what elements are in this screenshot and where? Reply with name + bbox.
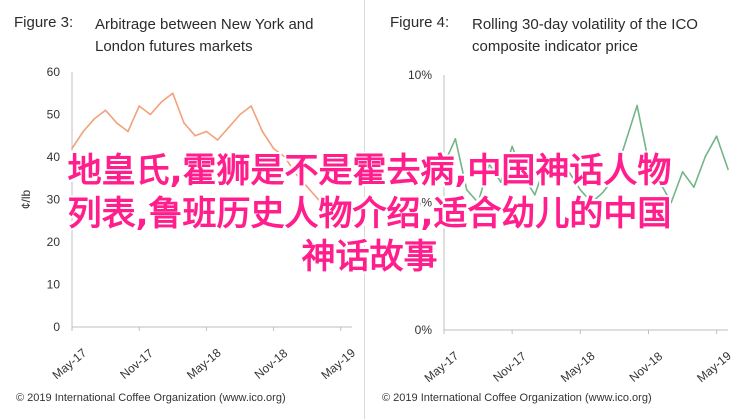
data-point — [205, 130, 208, 133]
data-point — [556, 181, 559, 183]
x-tick-label: Nov-17 — [490, 349, 529, 385]
x-tick-label: May-17 — [422, 349, 462, 386]
y-tick-label: 50 — [47, 108, 61, 122]
data-point — [727, 168, 729, 171]
data-point — [116, 122, 118, 124]
y-tick-label: 60 — [47, 65, 61, 79]
data-point — [160, 100, 163, 103]
data-point — [328, 207, 331, 209]
data-point — [704, 155, 707, 158]
data-point — [295, 173, 297, 175]
data-point — [71, 147, 73, 150]
data-point — [602, 191, 604, 194]
data-point — [127, 130, 129, 133]
data-point — [104, 109, 107, 112]
arbitrage-chart: 0 10 20 30 40 50 60 ¢/lb May-17 Nov-17 May-18 Nov-1… — [19, 65, 358, 383]
data-point — [82, 130, 84, 133]
y-tick-label: 5% — [415, 196, 433, 210]
series-line — [443, 104, 729, 204]
data-point — [284, 156, 286, 158]
x-tick-label: May-17 — [50, 346, 90, 383]
data-point — [568, 171, 570, 173]
y-tick-label: 30 — [47, 193, 61, 207]
data-point — [647, 160, 650, 163]
data-point — [681, 171, 684, 173]
overlay-line-2: 列表,鲁班历史人物介绍,适合幼儿的中国 — [67, 194, 672, 234]
data-point — [239, 113, 241, 116]
data-point — [477, 201, 479, 204]
data-point — [465, 188, 468, 191]
data-point — [624, 140, 627, 143]
data-point — [306, 185, 309, 188]
data-point — [670, 201, 672, 204]
y-tick-label: 0 — [53, 320, 60, 334]
series-line — [71, 92, 353, 222]
overlay-caption: 地皇氏,霍狮是不是霍去病,中国神话人物 列表,鲁班历史人物介绍,适合幼儿的中国 … — [0, 150, 739, 279]
overlay-line-1: 地皇氏,霍狮是不是霍去病,中国神话人物 — [67, 151, 672, 191]
data-point — [340, 215, 342, 218]
x-tick-label: Nov-18 — [252, 346, 291, 382]
x-tick-label: Nov-17 — [117, 346, 156, 382]
x-tick-label: Nov-18 — [627, 349, 666, 385]
data-point — [138, 105, 140, 107]
chart-title: Arbitrage between New York and London fu… — [95, 16, 314, 55]
data-point — [534, 194, 536, 196]
figure-3-panel: Figure 3: Arbitrage between New York and… — [0, 0, 364, 419]
source-note: © 2019 International Coffee Organization… — [382, 392, 652, 404]
data-point — [659, 181, 661, 183]
data-point — [250, 105, 252, 107]
x-tick-label: May-18 — [184, 346, 224, 383]
data-point — [500, 181, 502, 183]
y-tick-label: 20 — [47, 235, 61, 249]
data-point — [579, 188, 582, 191]
data-point — [693, 186, 695, 188]
data-point — [149, 113, 152, 116]
data-point — [261, 130, 264, 133]
data-point — [351, 219, 353, 222]
data-point — [715, 135, 718, 137]
data-point — [194, 134, 196, 137]
data-point — [317, 198, 320, 201]
data-point — [183, 122, 185, 124]
y-tick-label: 0% — [415, 323, 433, 337]
figure-number: Figure 4: — [390, 14, 450, 31]
data-point — [228, 126, 230, 129]
data-point — [545, 160, 548, 163]
y-tick-label: 10 — [47, 278, 61, 292]
source-note: © 2019 International Coffee Organization… — [16, 392, 286, 404]
figure-4-panel: Figure 4: Rolling 30-day volatility of t… — [372, 0, 736, 419]
data-point — [636, 104, 638, 107]
y-axis-label: ¢/lb — [19, 190, 33, 210]
data-point — [522, 176, 525, 178]
chart-title: Rolling 30-day volatility of the ICO com… — [472, 16, 698, 55]
data-point — [272, 147, 275, 150]
data-point — [454, 137, 457, 140]
volatility-chart: 0% 5% 10% May-17 Nov-17 May-18 Nov-18 May-19 — [408, 68, 734, 386]
x-tick-label: May-19 — [318, 346, 358, 383]
x-tick-label: May-18 — [558, 349, 598, 386]
y-tick-label: 10% — [408, 68, 432, 82]
data-point — [93, 117, 96, 120]
data-point — [511, 145, 513, 148]
data-point — [443, 163, 445, 166]
data-point — [488, 163, 491, 166]
data-point — [613, 176, 616, 178]
data-point — [172, 92, 174, 95]
overlay-line-3: 神话故事 — [301, 237, 438, 277]
data-point — [216, 139, 219, 141]
x-tick-label: May-19 — [694, 349, 734, 386]
y-tick-label: 40 — [47, 150, 61, 164]
data-point — [590, 201, 593, 204]
panel-divider — [364, 0, 365, 419]
figure-number: Figure 3: — [14, 14, 74, 31]
